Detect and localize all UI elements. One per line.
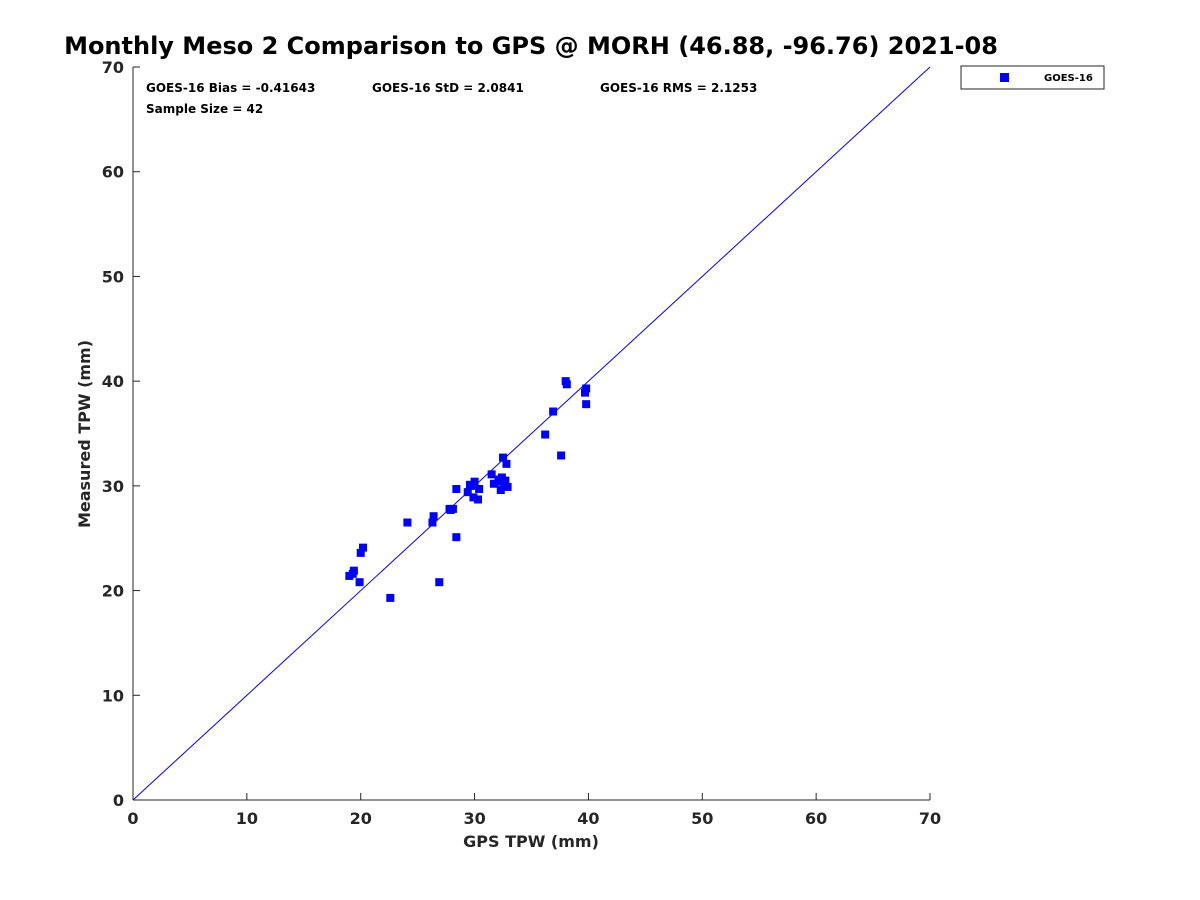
y-ticks: 0 10 20 30 40 50 60 70 [102,58,140,810]
data-point [541,430,550,439]
legend: GOES-16 [960,65,1105,90]
scatter-points [345,377,591,602]
data-point [496,486,505,495]
x-tick-label: 0 [127,809,138,828]
legend-marker-square-icon [1000,73,1009,82]
x-tick-label: 70 [919,809,941,828]
y-tick-label: 20 [102,582,124,601]
data-point [435,578,444,587]
data-point [473,495,482,504]
data-point [495,477,504,486]
y-tick-label: 10 [102,686,124,705]
data-point [463,488,472,497]
data-point [475,484,484,493]
y-tick-label: 40 [102,372,124,391]
x-tick-label: 40 [577,809,599,828]
one-to-one-reference-line [132,66,931,801]
y-tick-label: 50 [102,267,124,286]
x-tick-label: 50 [691,809,713,828]
y-tick-label: 30 [102,477,124,496]
x-tick-label: 30 [463,809,485,828]
y-tick-label: 60 [102,163,124,182]
sample-size-annotation: Sample Size = 42 [146,102,263,116]
data-point [356,548,365,557]
data-point [469,493,478,502]
data-point [503,482,512,491]
y-axis-label: Measured TPW (mm) [75,340,94,528]
y-tick-label: 0 [113,791,124,810]
data-point [452,484,461,493]
data-point [386,593,395,602]
data-point [349,566,358,575]
data-point [452,533,461,542]
x-tick-label: 10 [236,809,258,828]
data-point [358,543,367,552]
data-point [446,505,455,514]
data-point [429,512,438,521]
y-tick-label: 70 [102,58,124,77]
x-tick-label: 20 [350,809,372,828]
data-point [428,518,437,527]
x-axis-label: GPS TPW (mm) [463,832,599,851]
rms-annotation: GOES-16 RMS = 2.1253 [600,81,757,95]
data-point [562,380,571,389]
data-point [501,476,510,485]
data-point [499,453,508,462]
data-point [470,477,479,486]
plot-area [132,67,930,801]
data-point [557,451,566,460]
data-point [467,481,476,490]
data-point [355,578,364,587]
data-point [487,470,496,479]
legend-label-goes16: GOES-16 [1044,73,1093,84]
data-point [582,400,591,409]
data-point [502,459,511,468]
data-point [549,407,558,416]
chart-title: Monthly Meso 2 Comparison to GPS @ MORH … [64,32,998,60]
data-point [582,384,591,393]
data-point [403,518,412,527]
x-tick-label: 60 [805,809,827,828]
legend-box [960,65,1105,90]
x-ticks: 0 10 20 30 40 50 60 70 [127,793,941,828]
data-point [489,479,498,488]
bias-annotation: GOES-16 Bias = -0.41643 [146,81,315,95]
std-annotation: GOES-16 StD = 2.0841 [372,81,524,95]
data-point [581,388,590,397]
